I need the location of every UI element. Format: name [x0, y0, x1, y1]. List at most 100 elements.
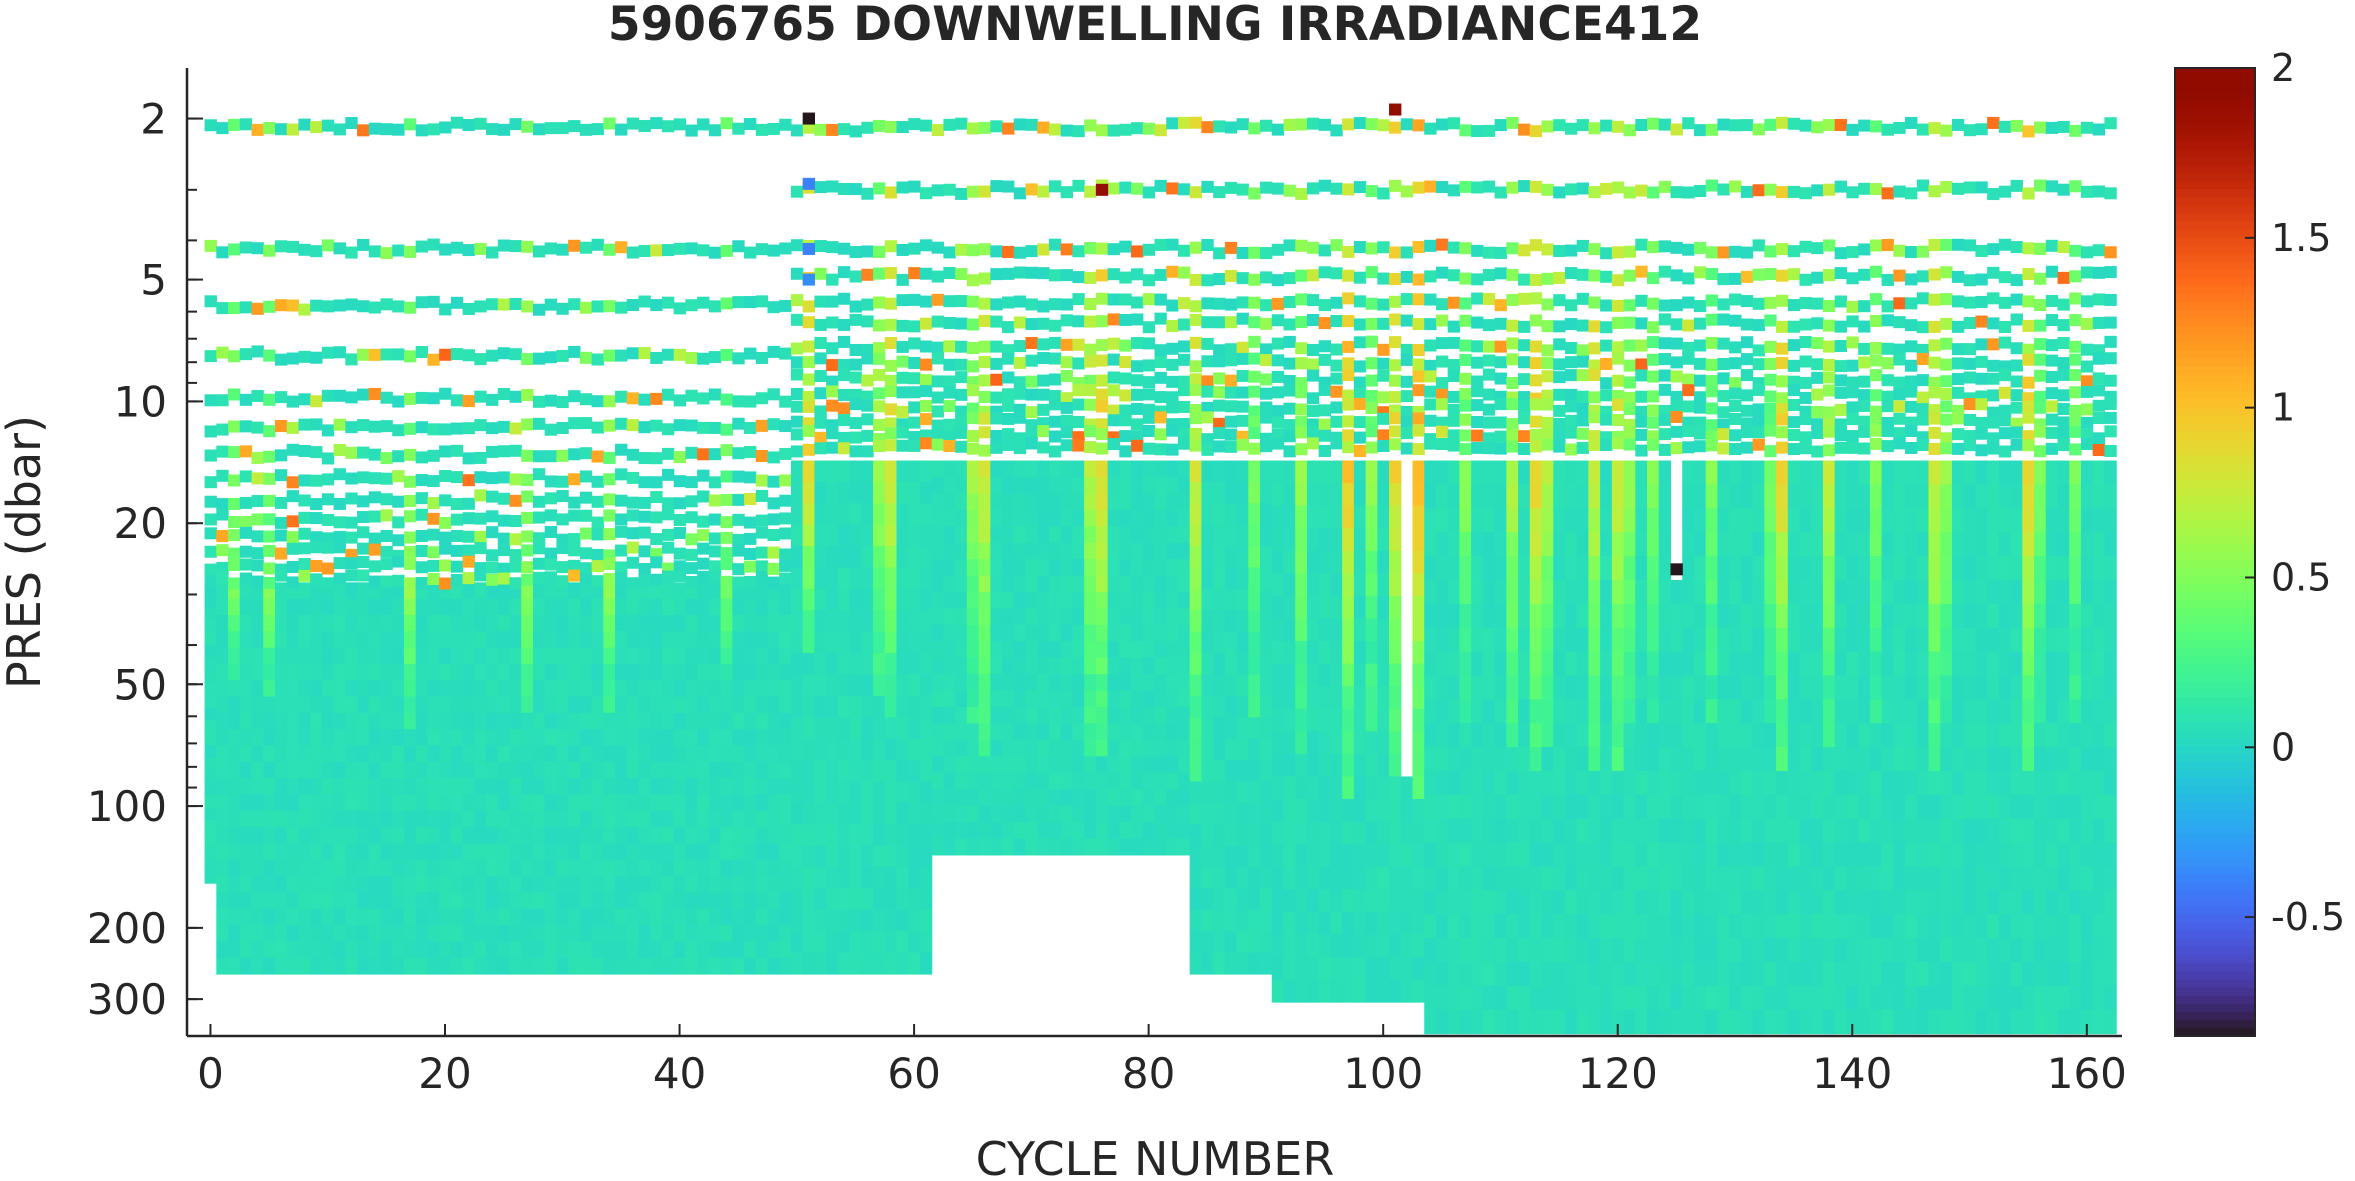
heatmap-cell: [966, 509, 980, 527]
heatmap-cell: [1084, 441, 1097, 454]
heatmap-cell: [1025, 690, 1038, 708]
heatmap-cell: [849, 588, 862, 611]
heatmap-cell: [1729, 579, 1742, 605]
heatmap-cell: [1072, 542, 1085, 560]
heatmap-cell: [943, 358, 956, 371]
heatmap-cell: [1377, 391, 1390, 404]
heatmap-cell: [1189, 313, 1203, 326]
heatmap-cell: [1342, 911, 1355, 935]
heatmap-cell: [415, 577, 429, 590]
heatmap-cell: [1048, 608, 1062, 626]
heatmap-cell: [697, 843, 710, 861]
heatmap-cell: [814, 352, 827, 365]
heatmap-cell: [1189, 738, 1203, 761]
heatmap-cell: [310, 941, 323, 959]
heatmap-cell: [1213, 738, 1226, 761]
heatmap-cell: [579, 547, 593, 560]
heatmap-cell: [1271, 708, 1285, 732]
heatmap-cell: [814, 546, 827, 569]
heatmap-cell: [1482, 460, 1496, 486]
heatmap-cell: [1600, 1009, 1613, 1035]
heatmap-cell: [1635, 699, 1648, 724]
heatmap-cell: [990, 298, 1003, 311]
heatmap-cell: [673, 941, 687, 959]
heatmap-cell: [1177, 427, 1191, 440]
heatmap-cell: [1670, 985, 1683, 1011]
heatmap-cell: [380, 859, 393, 877]
heatmap-cell: [1518, 961, 1531, 987]
heatmap-cell: [767, 876, 780, 893]
heatmap-cell: [568, 680, 581, 698]
heatmap-cell: [427, 745, 440, 763]
heatmap-cell: [661, 908, 675, 926]
heatmap-cell: [802, 316, 816, 329]
heatmap-cell: [1342, 269, 1355, 282]
heatmap-cell: [1236, 246, 1249, 259]
heatmap-cell: [450, 859, 464, 877]
heatmap-cell: [708, 300, 722, 313]
heatmap-cell: [1002, 321, 1015, 334]
heatmap-cell: [1271, 618, 1285, 642]
heatmap-cell: [591, 859, 604, 877]
heatmap-cell: [955, 388, 968, 401]
heatmap-cell: [861, 524, 874, 547]
heatmap-cell: [1236, 460, 1249, 483]
heatmap-cell: [685, 827, 698, 845]
heatmap-cell: [603, 712, 616, 730]
heatmap-cell: [1729, 180, 1742, 193]
heatmap-cell: [1037, 121, 1050, 134]
heatmap-cell: [837, 266, 851, 279]
heatmap-cell: [767, 794, 780, 812]
heatmap-cell: [568, 239, 581, 252]
heatmap-cell: [755, 810, 769, 828]
heatmap-cell: [931, 575, 945, 593]
heatmap-cell: [1541, 460, 1554, 486]
heatmap-cell: [568, 827, 581, 845]
heatmap-cell: [1306, 911, 1320, 935]
heatmap-cell: [427, 353, 440, 366]
heatmap-cell: [1353, 483, 1367, 507]
heatmap-cell: [345, 843, 358, 861]
heatmap-cell: [1072, 271, 1085, 284]
heatmap-cell: [462, 244, 475, 257]
heatmap-cell: [310, 892, 323, 910]
heatmap-cell: [486, 843, 499, 861]
heatmap-cell: [1084, 493, 1097, 511]
heatmap-cell: [919, 588, 933, 611]
heatmap-cell: [861, 845, 874, 868]
heatmap-cell: [239, 572, 253, 585]
heatmap-cell: [1037, 374, 1050, 387]
heatmap-cell: [439, 925, 452, 942]
heatmap-cell: [978, 185, 991, 198]
heatmap-cell: [509, 761, 522, 779]
heatmap-cell: [486, 490, 499, 503]
heatmap-cell: [1060, 608, 1074, 626]
heatmap-cell: [1353, 376, 1367, 389]
heatmap-cell: [1201, 433, 1214, 446]
heatmap-cell: [1518, 273, 1531, 286]
heatmap-cell: [1119, 822, 1132, 840]
heatmap-cell: [1177, 575, 1191, 593]
heatmap-cell: [450, 908, 464, 926]
heatmap-cell: [439, 810, 452, 828]
heatmap-cell: [392, 941, 405, 959]
heatmap-cell: [1107, 526, 1120, 544]
heatmap-cell: [849, 931, 862, 954]
heatmap-cell: [626, 696, 640, 714]
heatmap-cell: [251, 647, 264, 665]
heatmap-cell: [1213, 273, 1226, 286]
heatmap-cell: [462, 422, 475, 435]
heatmap-cell: [1389, 911, 1402, 935]
heatmap-cell: [403, 350, 417, 363]
heatmap-cell: [966, 342, 980, 354]
heatmap-cell: [814, 674, 827, 697]
heatmap-cell: [1647, 818, 1660, 844]
heatmap-cell: [1072, 674, 1085, 692]
heatmap-cell: [568, 843, 581, 861]
heatmap-cell: [1330, 372, 1343, 385]
heatmap-cell: [1611, 1009, 1625, 1035]
heatmap-cell: [919, 385, 933, 398]
heatmap-cell: [1647, 651, 1660, 677]
heatmap-cell: [251, 472, 264, 485]
heatmap-cell: [1693, 357, 1707, 370]
